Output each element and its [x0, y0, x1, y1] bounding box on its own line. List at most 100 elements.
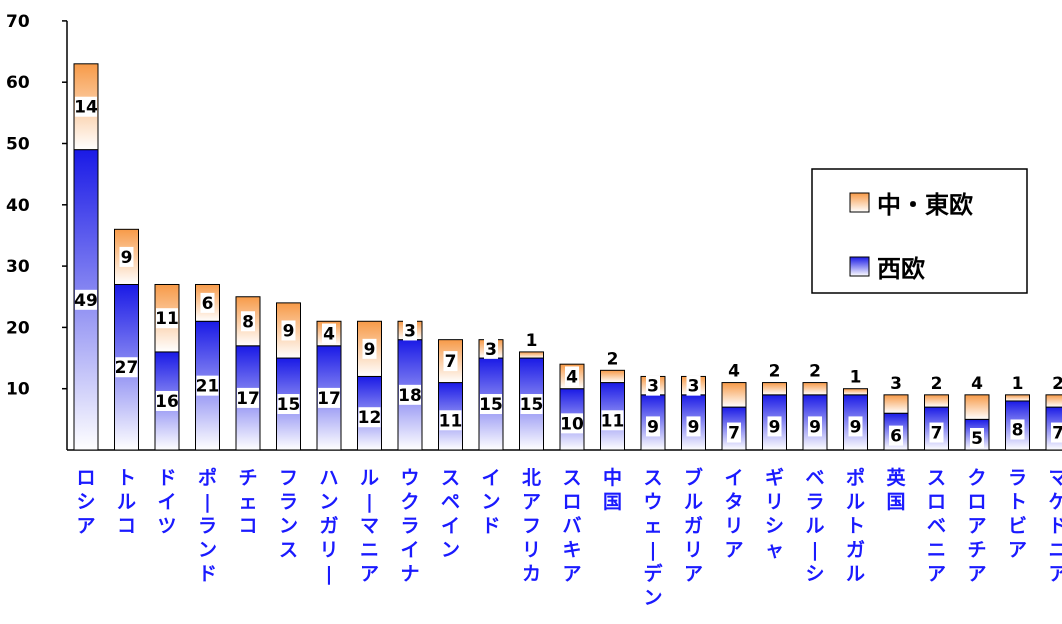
- category-label: ギリシャ: [765, 467, 784, 561]
- category-label: 北アフリカ: [522, 467, 541, 585]
- data-label-east: 9: [121, 248, 133, 268]
- data-label-west: 9: [688, 417, 700, 437]
- bar-east: [519, 351, 544, 359]
- category-label: クロアチア: [967, 467, 986, 585]
- data-label-west: 7: [728, 424, 740, 444]
- data-label-west: 7: [1052, 424, 1062, 444]
- data-label-west-bg: [646, 416, 660, 437]
- bar-west: [843, 394, 868, 451]
- data-label-west-bg: [848, 416, 863, 437]
- data-label-west: 15: [479, 395, 503, 415]
- category-label: イタリア: [724, 467, 743, 561]
- category-label: トルコ: [117, 467, 136, 537]
- data-label-west: 10: [560, 414, 584, 434]
- bar-east: [924, 394, 949, 408]
- category-label: ポルトガル: [846, 466, 865, 585]
- category-label: スペイン: [441, 467, 460, 561]
- data-label-east-bg: [75, 96, 97, 117]
- legend-box: [811, 168, 1028, 294]
- category-label: ラトビア: [1008, 467, 1027, 561]
- data-label-west-bg: [75, 289, 97, 310]
- category-label: インド: [481, 467, 500, 537]
- category-label: フランス: [279, 467, 298, 561]
- data-label-east-bg: [686, 375, 701, 396]
- data-label-east-bg: [200, 292, 215, 313]
- y-tick-label: 60: [6, 73, 30, 93]
- data-labels-group: 4914279161121617815917412918311715315110…: [74, 96, 1062, 449]
- category-label: ハンガリ|: [319, 467, 338, 585]
- data-label-east: 3: [647, 377, 659, 397]
- legend-label-west: 西欧: [877, 255, 925, 283]
- data-label-west-bg: [1051, 422, 1062, 443]
- data-label-west-bg: [115, 357, 138, 378]
- data-label-east: 2: [769, 362, 781, 382]
- category-label: 中国: [603, 466, 622, 513]
- data-label-west-bg: [196, 375, 219, 396]
- category-label: ル|マニア: [360, 467, 379, 585]
- bar-east: [1005, 394, 1030, 402]
- data-label-east: 11: [155, 309, 179, 329]
- legend: 中・東欧 西欧: [811, 168, 1028, 294]
- data-label-west-bg: [237, 387, 259, 408]
- data-label-west: 18: [398, 386, 422, 406]
- data-label-east-bg: [484, 338, 498, 359]
- data-label-east: 3: [688, 377, 700, 397]
- data-label-east: 3: [404, 321, 416, 341]
- category-label: マケドニア: [1048, 467, 1062, 585]
- data-label-east: 6: [202, 294, 214, 314]
- data-label-east: 7: [445, 352, 457, 372]
- data-label-west: 49: [74, 291, 98, 311]
- category-label: スウェ|デン: [643, 467, 663, 609]
- data-label-east: 4: [728, 362, 740, 382]
- bar-east: [762, 382, 787, 396]
- data-label-east: 1: [526, 331, 538, 351]
- data-label-west-bg: [808, 416, 822, 437]
- data-label-east-bg: [443, 351, 458, 372]
- data-label-east: 9: [364, 340, 376, 360]
- data-label-west: 17: [236, 389, 260, 409]
- data-label-west-bg: [1010, 419, 1025, 440]
- data-label-east: 8: [242, 312, 254, 332]
- data-label-east: 9: [283, 321, 295, 341]
- data-label-west-bg: [439, 410, 462, 431]
- category-label: ウクライナ: [400, 467, 419, 585]
- data-label-east-bg: [119, 246, 134, 267]
- category-label: ドイツ: [157, 467, 176, 537]
- category-label: スロバキア: [562, 467, 581, 585]
- data-label-east: 3: [890, 374, 902, 394]
- data-label-west: 5: [971, 429, 983, 449]
- data-label-west-bg: [358, 407, 381, 428]
- data-label-west: 21: [196, 377, 220, 397]
- category-label: ブルガリア: [684, 466, 703, 585]
- data-label-east: 3: [485, 340, 497, 360]
- bar-east: [964, 394, 990, 420]
- data-label-west-bg: [399, 384, 421, 405]
- data-label-east-bg: [646, 375, 660, 396]
- data-label-east: 2: [809, 362, 821, 382]
- legend-swatch-west: [849, 256, 870, 277]
- data-label-east: 1: [1012, 374, 1024, 394]
- data-label-west-bg: [889, 425, 903, 446]
- data-label-east: 2: [607, 349, 619, 369]
- data-label-west-bg: [767, 416, 782, 437]
- data-label-west-bg: [561, 413, 583, 434]
- data-label-east: 2: [931, 374, 943, 394]
- data-label-west: 8: [1012, 420, 1024, 440]
- data-label-west-bg: [480, 394, 502, 415]
- bar-east: [883, 394, 909, 414]
- category-label: ポ|ランド: [198, 466, 217, 585]
- category-label: スロベニア: [927, 467, 946, 585]
- data-label-west-bg: [929, 422, 944, 443]
- data-label-east: 1: [850, 368, 862, 388]
- data-label-west-bg: [156, 390, 178, 411]
- data-label-east: 14: [74, 98, 98, 118]
- data-label-west-bg: [277, 394, 300, 415]
- data-label-west-bg: [520, 394, 543, 415]
- data-label-west: 9: [850, 417, 862, 437]
- data-label-west-bg: [686, 416, 701, 437]
- data-label-west: 15: [277, 395, 301, 415]
- data-label-east-bg: [362, 338, 377, 359]
- data-label-west: 9: [647, 417, 659, 437]
- data-label-west: 15: [520, 395, 544, 415]
